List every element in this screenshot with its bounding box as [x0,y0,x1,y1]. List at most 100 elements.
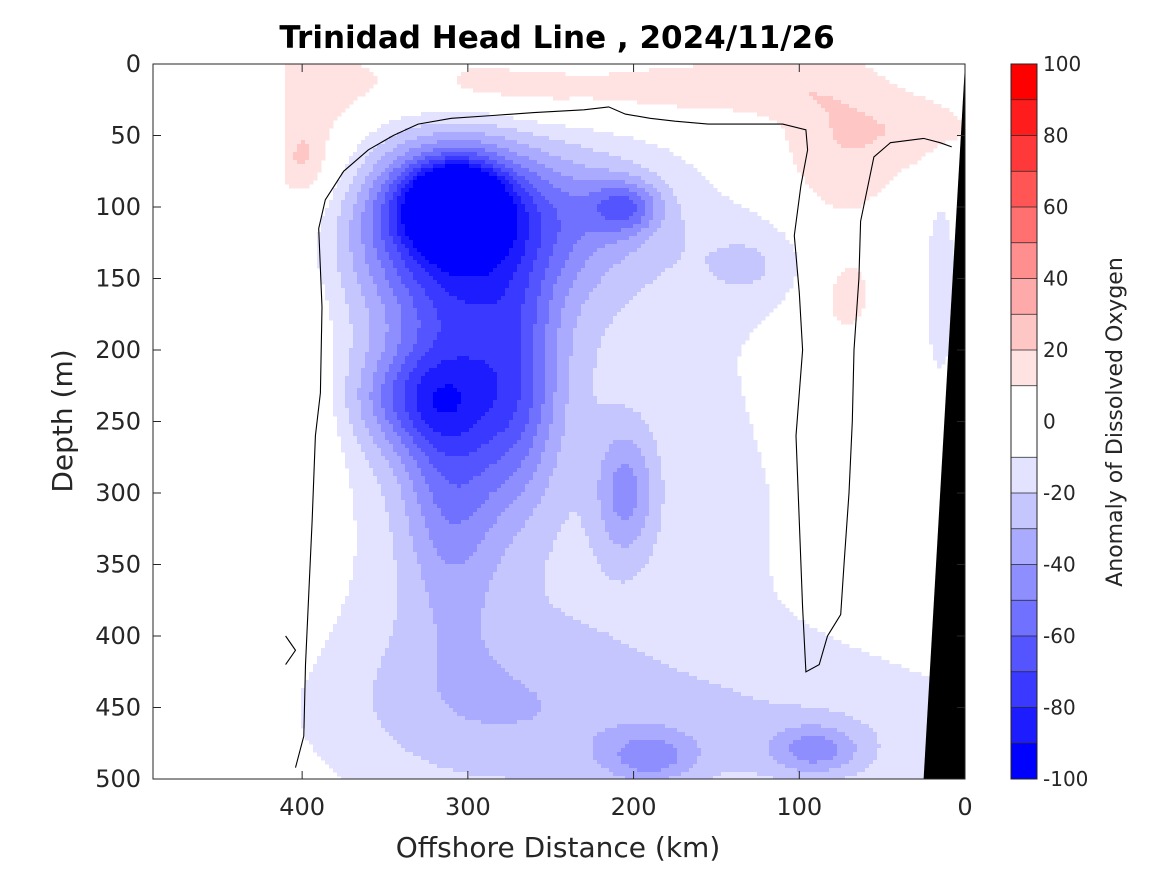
field-cell [705,84,710,89]
field-cell [653,176,658,181]
field-cell [893,120,898,125]
field-cell [509,164,514,169]
field-cell [901,100,906,105]
field-cell [581,188,586,193]
field-cell [345,68,350,73]
field-cell [289,84,294,89]
field-cell [345,208,350,213]
field-cell [745,92,750,97]
field-cell [473,80,478,85]
field-cell [457,176,462,181]
field-cell [589,156,594,161]
field-cell [829,76,834,81]
field-cell [725,88,730,93]
field-cell [409,168,414,173]
field-cell [697,84,702,89]
field-cell [509,240,514,245]
field-cell [385,160,390,165]
field-cell [473,200,478,205]
field-cell [445,132,450,137]
field-cell [593,156,598,161]
field-cell [521,148,526,153]
field-cell [733,224,738,229]
field-cell [689,184,694,189]
field-cell [617,212,622,217]
field-cell [357,172,362,177]
field-cell [589,132,594,137]
field-cell [797,156,802,161]
field-cell [341,200,346,205]
field-cell [865,152,870,157]
field-cell [881,104,886,109]
field-cell [689,164,694,169]
field-cell [893,96,898,101]
field-cell [537,148,542,153]
field-cell [469,208,474,213]
field-cell [357,76,362,81]
field-cell [565,188,570,193]
field-cell [489,140,494,145]
field-cell [705,192,710,197]
field-cell [841,160,846,165]
field-cell [617,164,622,169]
field-cell [389,180,394,185]
field-cell [893,152,898,157]
field-cell [885,128,890,133]
field-cell [613,164,618,169]
field-cell [865,104,870,109]
field-cell [309,64,314,69]
field-cell [413,116,418,121]
field-cell [749,96,754,101]
field-cell [385,136,390,141]
field-cell [569,88,574,93]
field-cell [533,236,538,241]
field-cell [461,232,466,237]
field-cell [305,120,310,125]
field-cell [573,176,578,181]
field-cell [789,116,794,121]
field-cell [621,152,626,157]
field-cell [829,156,834,161]
field-cell [521,120,526,125]
field-cell [821,76,826,81]
field-cell [293,128,298,133]
field-cell [285,148,290,153]
field-cell [405,148,410,153]
field-cell [853,116,858,121]
field-cell [629,228,634,233]
field-cell [457,216,462,221]
field-cell [473,212,478,217]
field-cell [529,184,534,189]
field-cell [473,148,478,153]
field-cell [513,120,518,125]
field-cell [449,148,454,153]
field-cell [481,184,486,189]
field-cell [465,200,470,205]
field-cell [753,220,758,225]
field-cell [629,168,634,173]
field-cell [857,192,862,197]
field-cell [445,124,450,129]
field-cell [433,168,438,173]
field-cell [357,200,362,205]
field-cell [777,68,782,73]
field-cell [701,212,706,217]
field-cell [609,196,614,201]
field-cell [561,128,566,133]
field-cell [401,212,406,217]
field-cell [789,144,794,149]
field-cell [529,224,534,229]
field-cell [929,148,934,153]
field-cell [925,140,930,145]
field-cell [561,188,566,193]
field-cell [857,136,862,141]
field-cell [805,112,810,117]
field-cell [541,160,546,165]
field-cell [397,228,402,233]
field-cell [561,144,566,149]
field-cell [493,80,498,85]
field-cell [841,152,846,157]
field-cell [329,84,334,89]
field-cell [869,116,874,121]
field-cell [617,156,622,161]
